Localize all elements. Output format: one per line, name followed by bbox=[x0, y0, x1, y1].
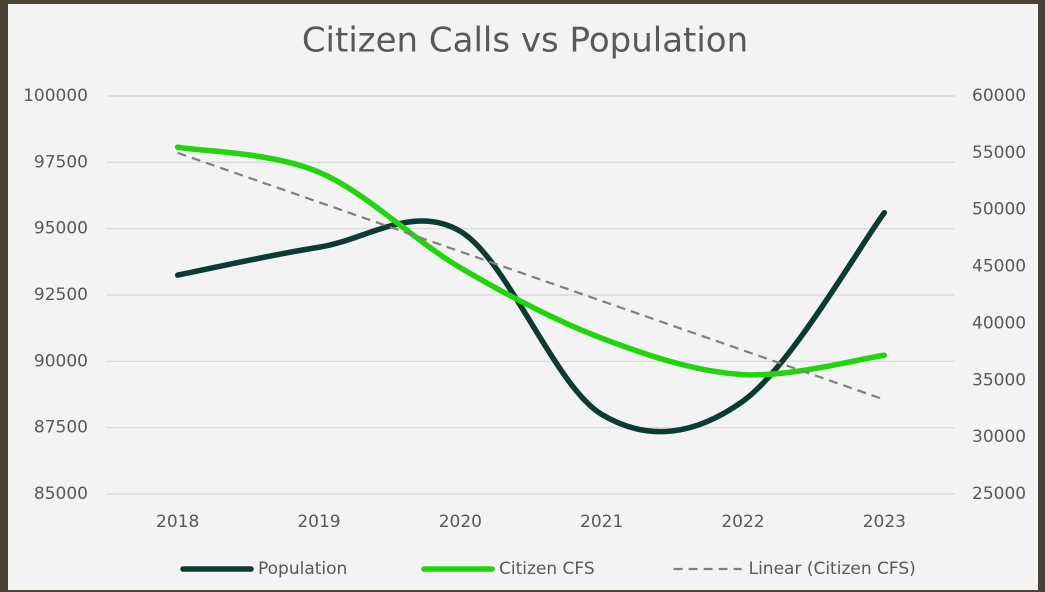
y2-tick-label: 50000 bbox=[972, 200, 1026, 220]
legend-label: Citizen CFS bbox=[499, 559, 595, 579]
y-tick-label: 90000 bbox=[34, 351, 88, 371]
chart-title: Citizen Calls vs Population bbox=[302, 21, 748, 61]
x-tick-label: 2020 bbox=[439, 512, 482, 532]
y-tick-label: 87500 bbox=[34, 418, 88, 438]
x-tick-label: 2022 bbox=[721, 512, 764, 532]
y-tick-label: 85000 bbox=[34, 484, 88, 504]
x-tick-label: 2018 bbox=[156, 512, 199, 532]
y2-tick-label: 30000 bbox=[972, 427, 1026, 447]
y-tick-label: 100000 bbox=[23, 86, 88, 106]
y2-tick-label: 60000 bbox=[972, 86, 1026, 106]
series-line bbox=[174, 209, 888, 435]
legend-label: Linear (Citizen CFS) bbox=[749, 559, 916, 579]
series-line bbox=[174, 144, 888, 378]
y-tick-label: 97500 bbox=[34, 152, 88, 172]
x-tick-label: 2019 bbox=[297, 512, 340, 532]
series-line bbox=[177, 151, 885, 401]
chart-panel bbox=[8, 4, 1038, 590]
y2-tick-label: 25000 bbox=[972, 484, 1026, 504]
y-tick-label: 92500 bbox=[34, 285, 88, 305]
x-tick-label: 2023 bbox=[863, 512, 906, 532]
y-tick-label: 95000 bbox=[34, 219, 88, 239]
y2-tick-label: 45000 bbox=[972, 257, 1026, 277]
y2-tick-label: 55000 bbox=[972, 143, 1026, 163]
x-tick-label: 2021 bbox=[580, 512, 623, 532]
y2-tick-label: 35000 bbox=[972, 370, 1026, 390]
y2-tick-label: 40000 bbox=[972, 313, 1026, 333]
legend-label: Population bbox=[258, 559, 347, 579]
